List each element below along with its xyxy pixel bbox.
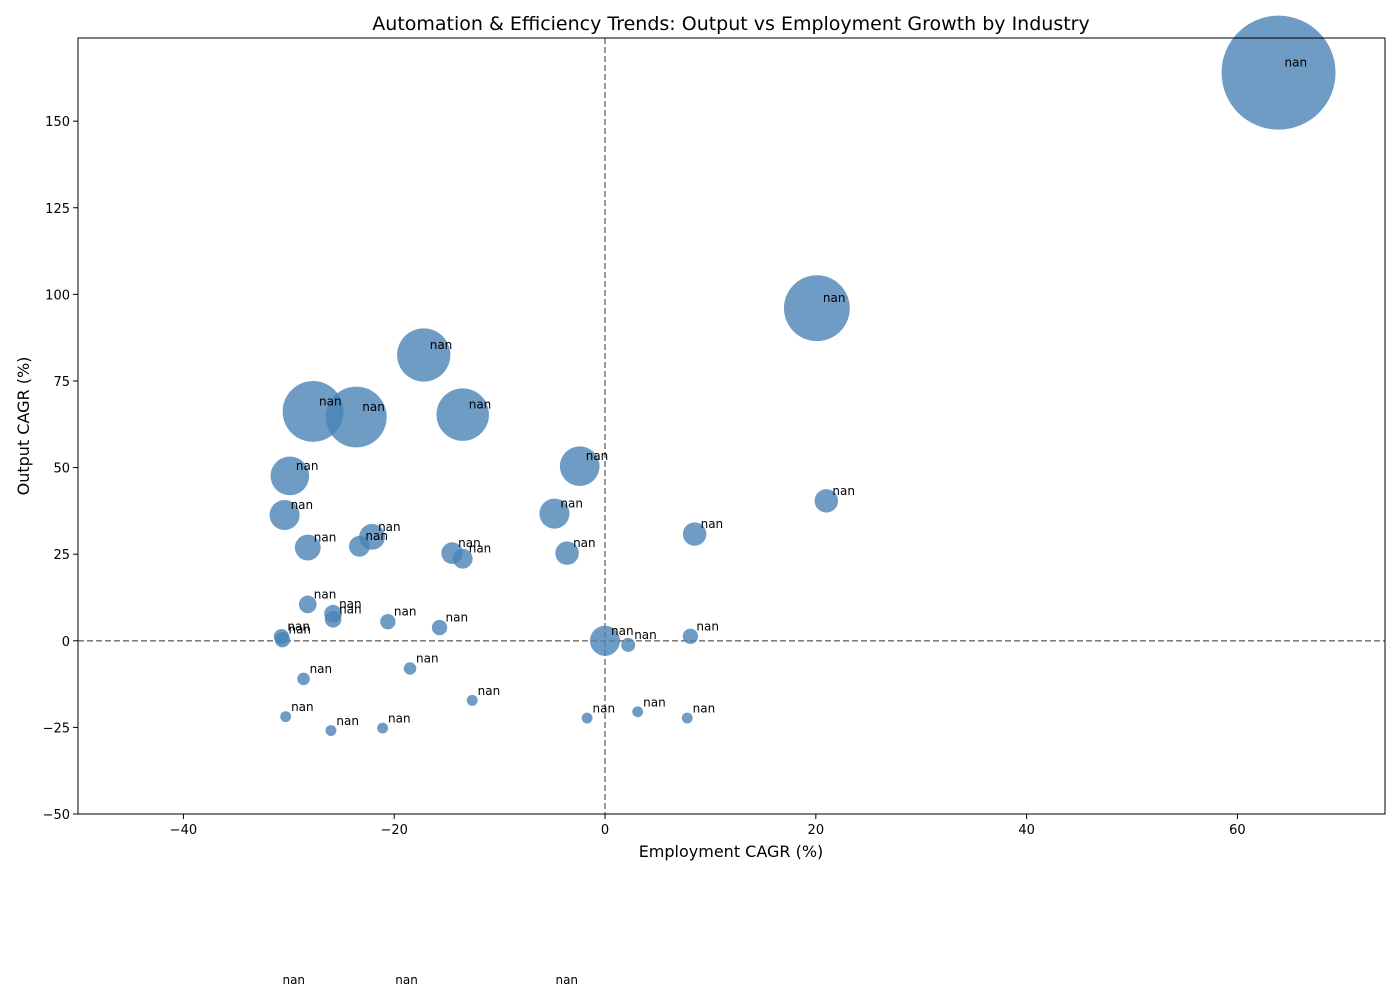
- data-point: [1221, 15, 1336, 130]
- data-point: [632, 706, 644, 718]
- data-point: [269, 499, 300, 531]
- point-label: nan: [611, 624, 634, 638]
- data-point: [436, 388, 489, 441]
- data-point: [783, 275, 850, 342]
- outside-point-label: nan: [555, 973, 578, 987]
- point-label: nan: [446, 611, 469, 625]
- point-label: nan: [573, 536, 596, 550]
- point-label: nan: [593, 702, 616, 716]
- point-label: nan: [416, 652, 439, 666]
- point-label: nan: [560, 497, 583, 511]
- x-tick-label: 60: [1229, 823, 1246, 838]
- point-label: nan: [394, 605, 417, 619]
- data-point: [349, 535, 370, 557]
- point-label: nan: [288, 623, 311, 637]
- axis-ticks: −40 −20 0 20 40 60 −50 −25 0 25 50 75 100 125 150: [43, 37, 1386, 838]
- data-point: [294, 534, 321, 561]
- data-point: [681, 712, 693, 724]
- point-label: nan: [291, 498, 314, 512]
- point-label: nan: [696, 619, 719, 633]
- x-tick-label: 20: [808, 823, 825, 838]
- data-point: [539, 498, 570, 529]
- point-label: nan: [823, 291, 846, 305]
- x-axis-title: Employment CAGR (%): [639, 842, 824, 861]
- data-point: [621, 637, 636, 652]
- data-point: [555, 541, 579, 565]
- point-label: nan: [362, 400, 385, 414]
- y-tick-label: −50: [43, 808, 70, 823]
- y-tick-label: 150: [45, 115, 70, 130]
- data-point: [581, 712, 593, 724]
- data-point: [297, 672, 310, 686]
- point-label: nan: [291, 700, 314, 714]
- data-point: [298, 595, 317, 614]
- y-tick-label: 75: [53, 375, 70, 390]
- data-points: [269, 15, 1336, 736]
- point-label: nan: [314, 531, 337, 545]
- x-tick-label: 0: [601, 823, 609, 838]
- x-tick-label: 40: [1018, 823, 1035, 838]
- y-tick-label: 0: [62, 635, 70, 650]
- data-point: [466, 694, 478, 706]
- data-point: [431, 619, 448, 636]
- point-label: nan: [478, 684, 501, 698]
- point-label: nan: [339, 597, 362, 611]
- outside-point-label: nan: [282, 973, 305, 987]
- data-point: [397, 328, 451, 382]
- point-label: nan: [310, 662, 333, 676]
- point-label: nan: [365, 529, 388, 543]
- point-label: nan: [430, 338, 453, 352]
- point-label: nan: [469, 398, 492, 412]
- y-tick-label: 25: [53, 548, 70, 563]
- y-tick-label: 50: [53, 462, 70, 477]
- data-point: [682, 522, 707, 546]
- data-point: [280, 711, 292, 723]
- y-tick-label: 125: [45, 202, 70, 217]
- point-label: nan: [693, 702, 716, 716]
- plot-area: [78, 38, 1385, 814]
- chart-title: Automation & Efficiency Trends: Output v…: [372, 13, 1089, 35]
- point-label: nan: [643, 695, 666, 709]
- outside-point-label: nan: [395, 973, 418, 987]
- data-point: [814, 489, 839, 513]
- point-label: nan: [388, 712, 411, 726]
- point-label: nan: [469, 542, 492, 556]
- data-point: [452, 548, 473, 569]
- point-label: nan: [586, 449, 609, 463]
- y-tick-label: 100: [45, 288, 70, 303]
- point-label: nan: [336, 714, 359, 728]
- point-label: nan: [287, 620, 310, 634]
- point-label: nan: [458, 536, 481, 550]
- point-label: nan: [319, 394, 342, 408]
- point-label: nan: [701, 517, 724, 531]
- point-labels: nan nan nan nan nan nan nan nan nan nan nan nan nan n…: [282, 56, 1307, 987]
- point-label: nan: [339, 602, 362, 616]
- point-label: nan: [634, 628, 657, 642]
- data-point: [682, 628, 699, 644]
- data-point: [377, 722, 389, 734]
- point-label: nan: [832, 484, 855, 498]
- y-tick-label: −25: [43, 721, 70, 736]
- point-label: nan: [296, 459, 319, 473]
- data-point: [325, 386, 387, 448]
- point-label: nan: [1285, 56, 1308, 70]
- data-point: [324, 611, 342, 628]
- data-point: [403, 662, 417, 675]
- data-point: [559, 446, 600, 487]
- data-point: [270, 456, 310, 496]
- data-point: [380, 614, 396, 630]
- point-label: nan: [314, 587, 337, 601]
- data-point: [274, 632, 291, 648]
- x-tick-label: −40: [170, 823, 197, 838]
- point-label: nan: [378, 520, 401, 534]
- data-point: [325, 725, 337, 736]
- plot-frame: [77, 37, 1386, 815]
- y-axis-title: Output CAGR (%): [14, 357, 33, 496]
- data-point: [589, 625, 621, 656]
- x-tick-label: −20: [380, 823, 407, 838]
